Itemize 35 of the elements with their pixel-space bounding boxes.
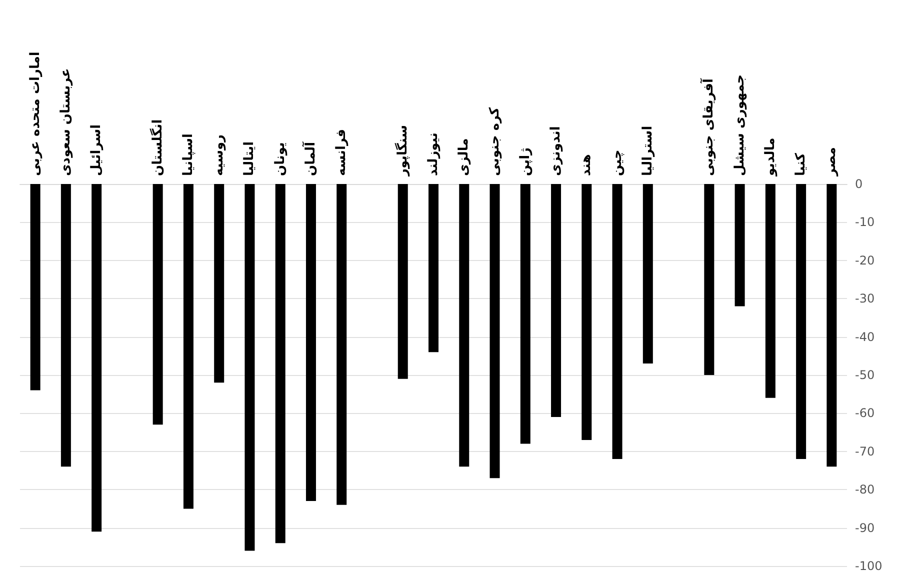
x-tick-label: اسرائیل (89, 124, 104, 176)
x-tick-label: استرالیا (640, 126, 656, 176)
x-tick-label: جمهوری سیشل (732, 74, 748, 176)
x-tick-label: نیوزلند (426, 132, 441, 176)
x-tick-label: انگلستان (149, 119, 166, 176)
x-tick-label: مالزی (456, 138, 472, 176)
x-tick-label: کنیا (794, 152, 809, 176)
x-tick-label: کره جنوبی (487, 106, 502, 176)
y-tick-label: -90 (855, 520, 875, 535)
x-tick-label: هند (579, 154, 594, 176)
x-tick-label: اسپانیا (180, 134, 196, 176)
y-tick-label: -50 (855, 368, 875, 382)
x-tick-label: عربستان سعودی (58, 68, 74, 176)
y-tick-label: 0 (855, 177, 863, 191)
x-tick-label: ژاپن (518, 147, 533, 176)
x-tick-label: سنگاپور (394, 124, 410, 177)
x-tick-label: مصر (824, 147, 840, 177)
x-tick-label: فرانسه (334, 128, 350, 176)
x-tick-label: آلمان (301, 141, 318, 176)
x-tick-label: اندونزی (548, 126, 564, 176)
x-tick-label: یونان (272, 142, 288, 176)
x-tick-label: آفریقای جنوبی (700, 78, 717, 176)
x-tick-label: امارات متحده عربی (28, 52, 43, 176)
y-tick-label: -10 (855, 215, 875, 230)
x-tick-label: مالدیو (762, 138, 778, 177)
y-tick-label: -20 (855, 253, 875, 268)
y-tick-label: -40 (855, 330, 875, 344)
x-tick-label: چین (610, 150, 625, 176)
y-tick-label: -60 (855, 406, 875, 420)
y-tick-label: -80 (855, 482, 875, 497)
x-tick-label: روسیه (212, 134, 227, 176)
y-tick-label: -30 (855, 292, 875, 306)
x-tick-label: ایتالیا (242, 141, 258, 176)
y-tick-label: -100 (855, 559, 882, 573)
y-tick-label: -70 (855, 444, 875, 458)
